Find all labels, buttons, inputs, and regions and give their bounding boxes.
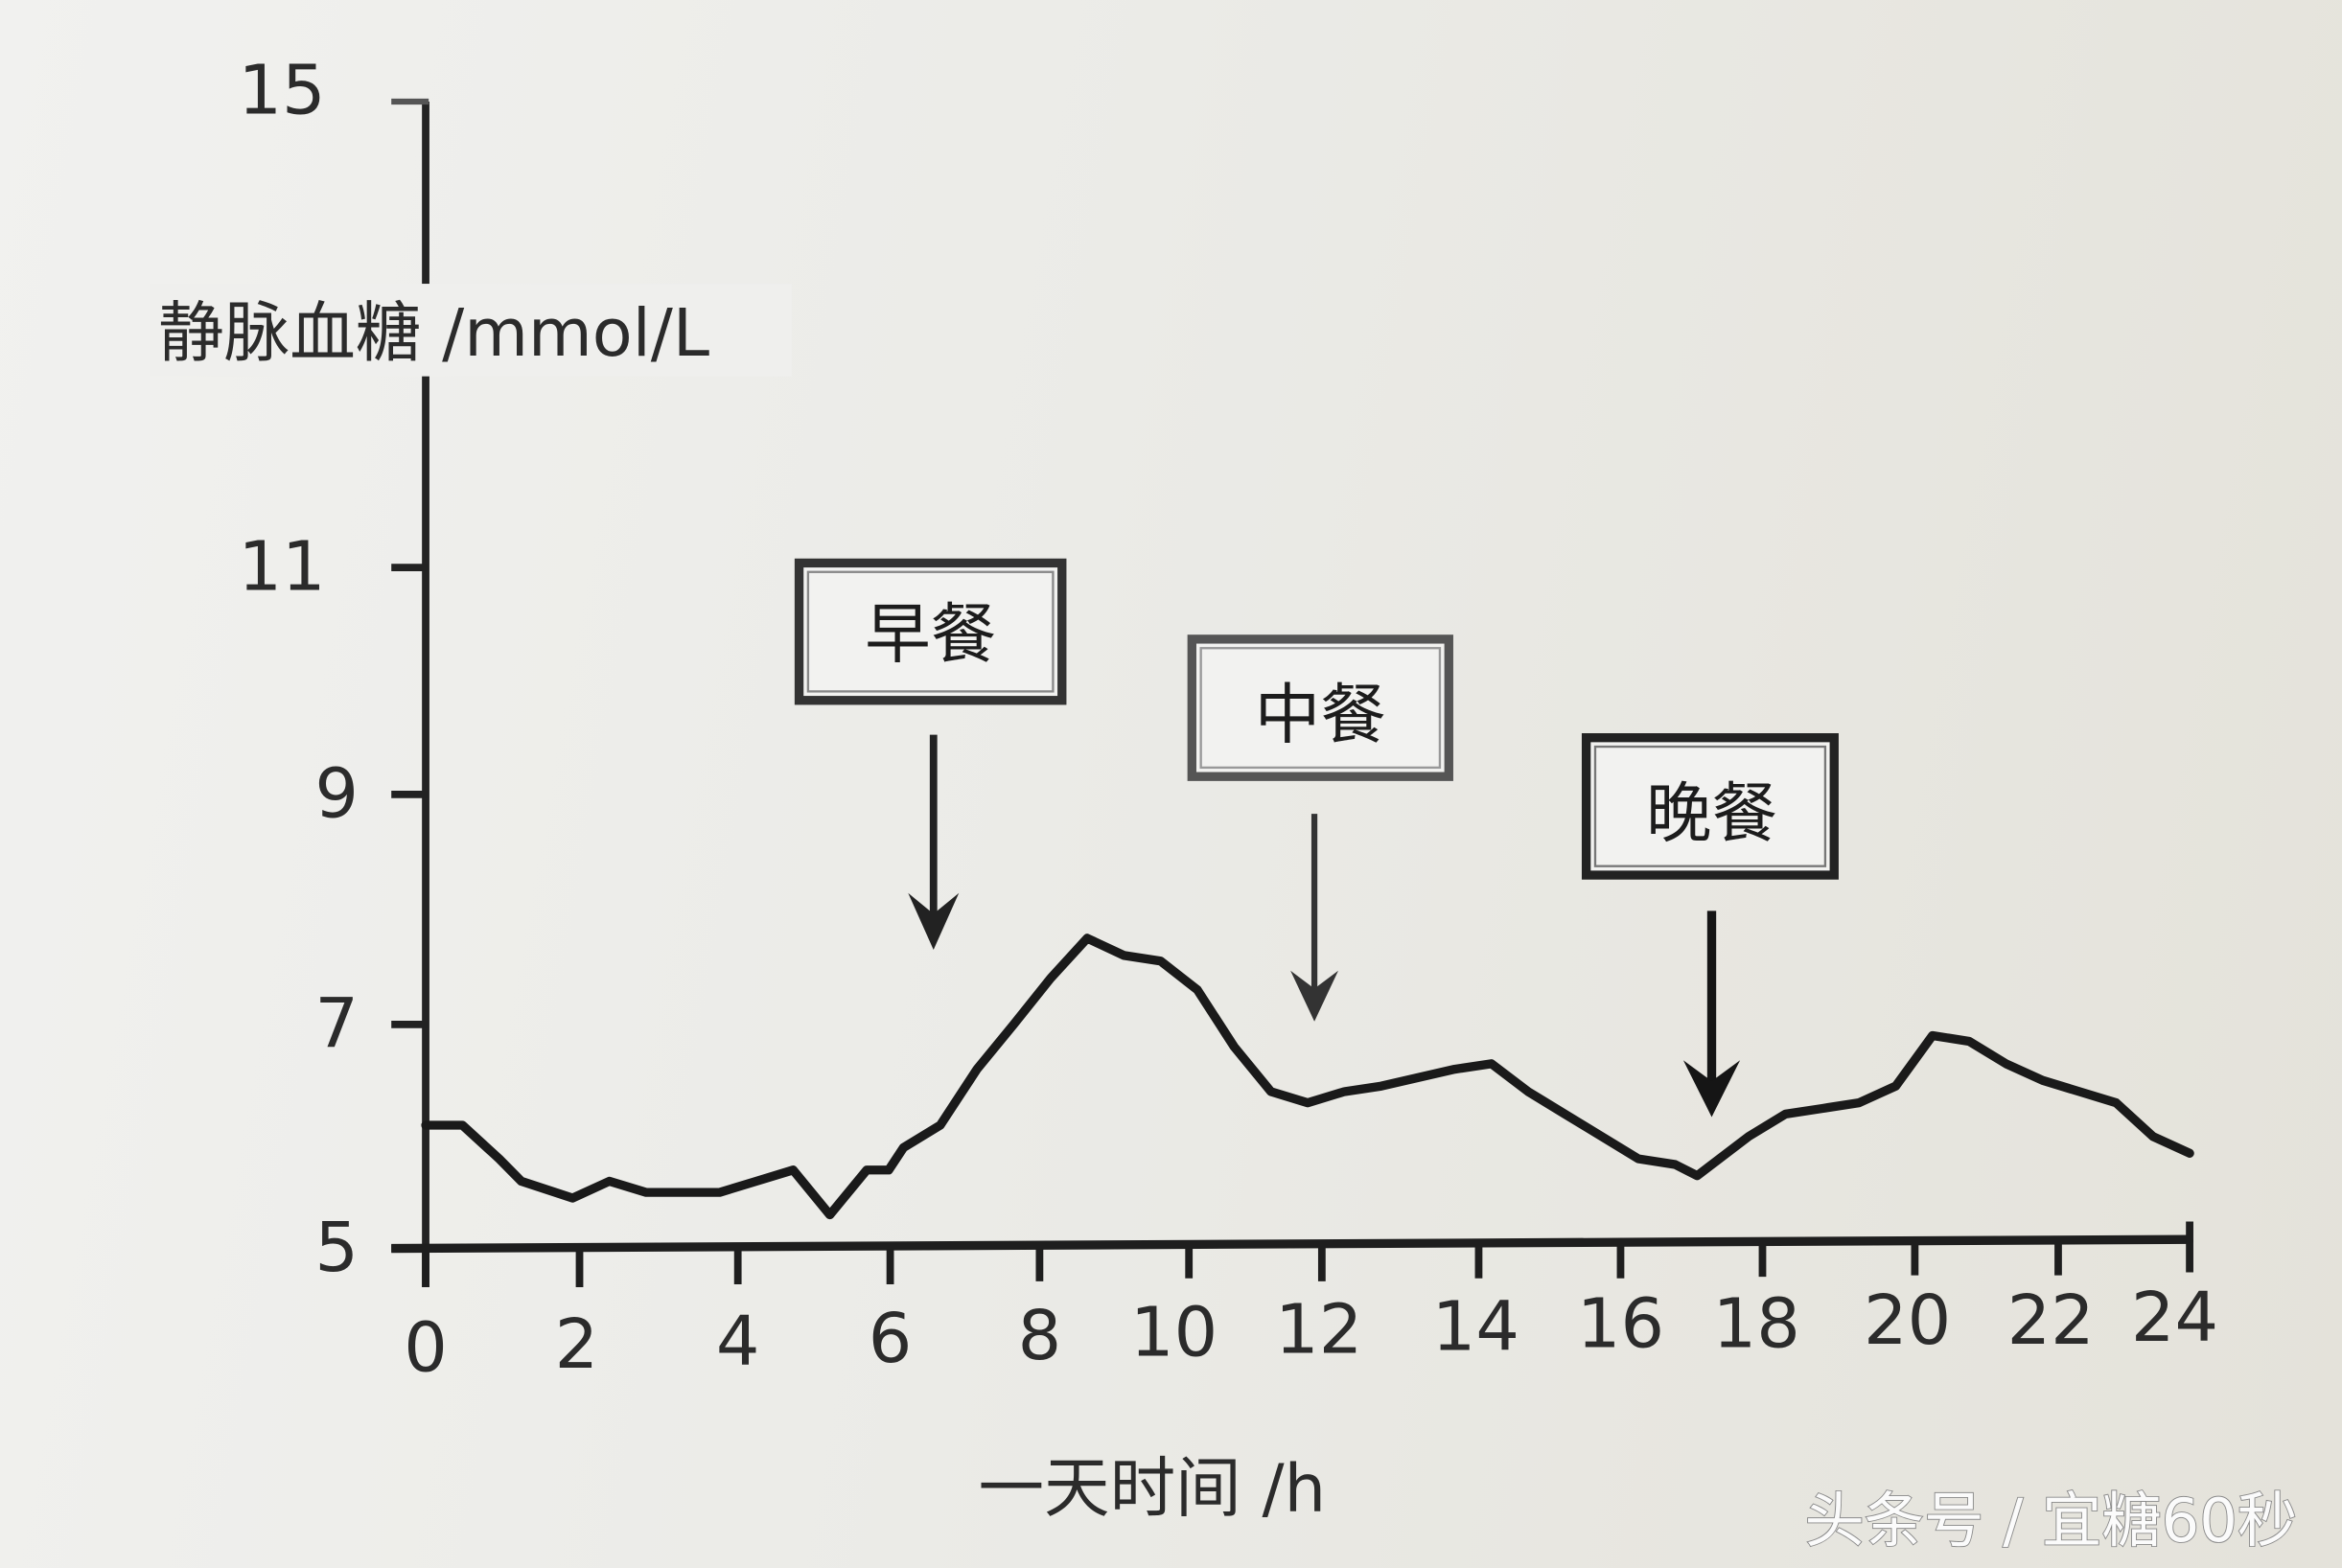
breakfast-label: 早餐 <box>865 597 996 674</box>
x-tick-18: 18 <box>1713 1282 1800 1363</box>
x-axis: 0 2 4 6 8 10 12 14 16 18 20 22 24 一天时间 /… <box>391 1221 2218 1528</box>
lunch-annotation: 中餐 <box>1187 634 1453 1022</box>
breakfast-annotation: 早餐 <box>794 558 1067 950</box>
x-tick-8: 8 <box>1018 1295 1062 1375</box>
x-tick-0: 0 <box>404 1306 448 1387</box>
x-tick-20: 20 <box>1864 1280 1951 1360</box>
x-tick-16: 16 <box>1577 1282 1664 1363</box>
y-tick-9: 9 <box>314 752 359 833</box>
x-axis-title: 一天时间 /h <box>979 1451 1327 1528</box>
x-tick-22: 22 <box>2007 1280 2095 1360</box>
glucose-line <box>421 934 2194 1220</box>
y-tick-7: 7 <box>314 982 359 1063</box>
x-tick-24: 24 <box>2131 1277 2218 1357</box>
y-tick-11: 11 <box>238 525 325 606</box>
arrow-down-icon <box>908 892 960 950</box>
y-axis-title: 静脉血糖 /mmol/L <box>158 295 709 372</box>
arrow-down-icon <box>1290 970 1338 1022</box>
y-axis: 15 11 9 7 5 <box>238 49 429 1288</box>
x-tick-14: 14 <box>1432 1285 1519 1366</box>
x-tick-10: 10 <box>1130 1292 1217 1372</box>
y-tick-15: 15 <box>238 49 325 129</box>
dinner-label: 晚餐 <box>1646 776 1777 853</box>
watermark: 头条号 / 宜糖60秒 <box>1804 1486 2297 1556</box>
arrow-down-icon <box>1682 1060 1741 1118</box>
x-tick-6: 6 <box>869 1298 913 1378</box>
y-tick-5: 5 <box>314 1207 359 1287</box>
dinner-annotation: 晚餐 <box>1581 733 1839 1118</box>
x-tick-4: 4 <box>716 1301 760 1381</box>
y-title-backdrop <box>149 284 792 377</box>
x-tick-2: 2 <box>555 1303 599 1384</box>
x-tick-12: 12 <box>1275 1289 1362 1370</box>
lunch-label: 中餐 <box>1255 678 1386 754</box>
